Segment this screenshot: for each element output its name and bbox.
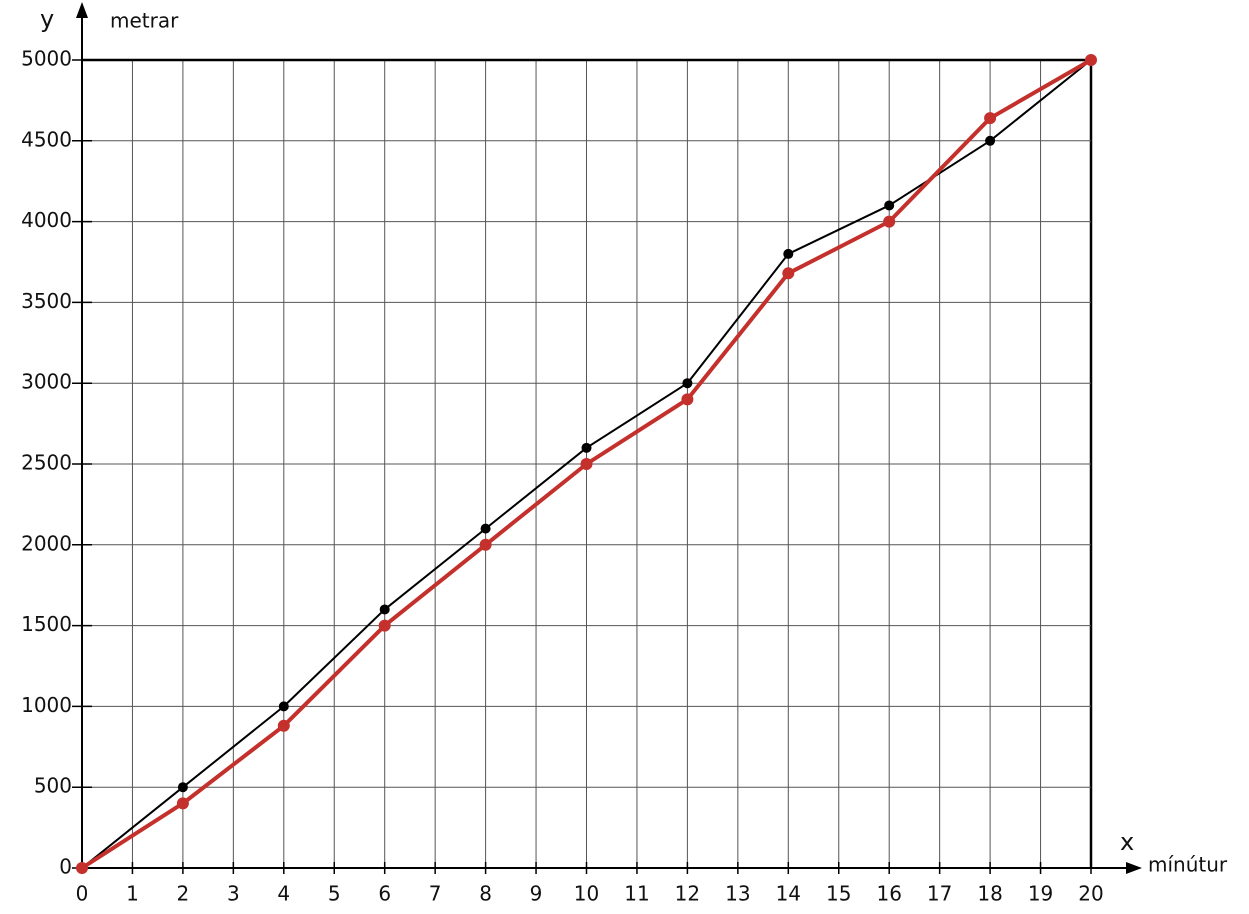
x-tick-label: 12 <box>675 882 700 906</box>
data-point <box>883 215 896 228</box>
y-tick-label: 4000 <box>21 208 72 232</box>
data-point <box>884 200 895 211</box>
data-point <box>277 719 290 732</box>
y-unit: metrar <box>110 9 179 33</box>
x-unit: mínútur <box>1148 853 1228 877</box>
data-point <box>1085 54 1097 66</box>
x-tick-label: 6 <box>378 882 391 906</box>
y-tick-label: 2500 <box>21 451 72 475</box>
x-tick-label: 10 <box>574 882 599 906</box>
grid <box>81 58 1093 869</box>
data-point <box>278 701 289 712</box>
y-tick-label: 2000 <box>21 531 72 555</box>
x-tick-label: 9 <box>530 882 543 906</box>
data-point <box>985 135 996 146</box>
y-axis-arrow <box>76 2 88 18</box>
y-tick-label: 3000 <box>21 370 72 394</box>
y-label: y <box>40 5 54 33</box>
data-point <box>479 538 492 551</box>
x-tick-label: 14 <box>776 882 801 906</box>
data-point <box>176 797 189 810</box>
x-tick-label: 1 <box>126 882 139 906</box>
x-tick-label: 18 <box>977 882 1002 906</box>
data-point <box>783 248 794 259</box>
data-point <box>681 393 694 406</box>
plot-area <box>76 54 1097 874</box>
data-point <box>581 442 592 453</box>
data-point <box>378 619 391 632</box>
x-tick-label: 0 <box>76 882 89 906</box>
y-tick-label: 4500 <box>21 127 72 151</box>
y-tick-label: 1500 <box>21 612 72 636</box>
x-tick-label: 16 <box>876 882 901 906</box>
data-point <box>782 267 795 280</box>
y-tick-label: 3500 <box>21 289 72 313</box>
y-tick-label: 500 <box>34 774 72 798</box>
x-tick-label: 11 <box>624 882 649 906</box>
x-tick-label: 5 <box>328 882 341 906</box>
x-tick-label: 15 <box>826 882 851 906</box>
data-point <box>580 458 593 470</box>
y-tick-label: 5000 <box>21 47 72 71</box>
data-point <box>480 523 491 534</box>
x-tick-label: 8 <box>479 882 492 906</box>
axes: y metrar x mínútur 0 1 2 3 4 5 6 7 8 9 10 11 12 13 14 1… <box>21 2 1228 906</box>
x-tick-label: 20 <box>1078 882 1103 906</box>
x-tick-label: 19 <box>1028 882 1053 906</box>
x-tick-label: 3 <box>227 882 240 906</box>
x-label: x <box>1120 828 1134 856</box>
x-tick-label: 7 <box>429 882 442 906</box>
x-tick-label: 13 <box>725 882 750 906</box>
data-point <box>984 112 997 125</box>
data-point <box>177 782 188 793</box>
x-axis-arrow <box>1126 862 1142 874</box>
x-tick-label: 4 <box>277 882 290 906</box>
data-point <box>682 378 693 389</box>
data-point <box>76 862 88 874</box>
y-tick-label: 1000 <box>21 693 72 717</box>
x-tick-label: 17 <box>927 882 952 906</box>
y-tick-label: 0 <box>59 855 72 879</box>
x-tick-label: 2 <box>177 882 190 906</box>
data-point <box>379 604 390 615</box>
